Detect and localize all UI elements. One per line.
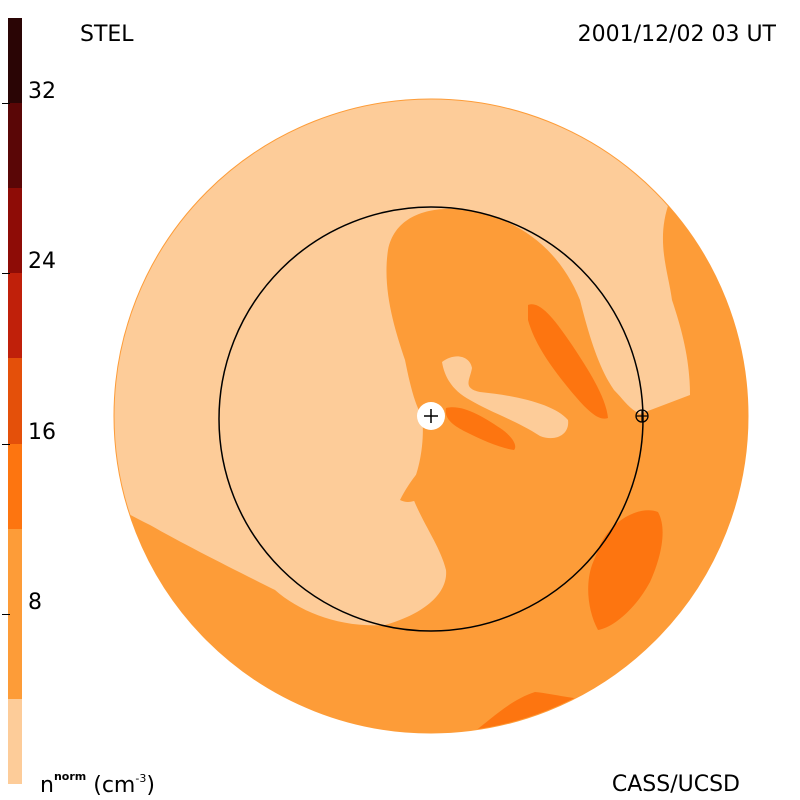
earth-marker xyxy=(635,409,649,423)
colorbar-tick-mark-16 xyxy=(2,443,10,445)
colorbar-level-7 xyxy=(8,18,22,104)
unit-open: (cm xyxy=(93,773,136,798)
colorbar-level-4 xyxy=(8,273,22,359)
colorbar-tick-label-16: 16 xyxy=(28,419,56,445)
unit-close: ) xyxy=(146,773,155,798)
colorbar-tick-label-24: 24 xyxy=(28,249,56,275)
low-density-region xyxy=(114,99,748,626)
unit-exp: -3 xyxy=(135,772,147,785)
colorbar-tick-mark-32 xyxy=(2,103,10,105)
timestamp-label: 2001/12/02 03 UT xyxy=(577,22,776,47)
colorbar-level-2 xyxy=(8,443,22,529)
colorbar-tick-mark-24 xyxy=(2,273,10,275)
colorbar-unit-label: nnorm (cm-3) xyxy=(40,770,155,798)
small-tongue-below-sun xyxy=(400,452,444,502)
enhanced-streak-upper xyxy=(528,304,608,419)
unit-base: n xyxy=(40,773,54,798)
enhanced-blob-lower-right xyxy=(588,510,663,630)
earth-orbit xyxy=(218,206,644,632)
colorbar-level-0 xyxy=(8,698,22,784)
colorbar-tick-label-32: 32 xyxy=(28,79,56,105)
credit-label: CASS/UCSD xyxy=(611,772,740,797)
colorbar-level-3 xyxy=(8,358,22,444)
colorbar-tick-mark-8 xyxy=(2,613,10,615)
colorbar-tick-label-8: 8 xyxy=(28,589,42,615)
disc-outline xyxy=(113,98,749,734)
observatory-label: STEL xyxy=(80,22,134,47)
colorbar-level-5 xyxy=(8,188,22,274)
sun-marker xyxy=(417,402,445,430)
enhanced-streak-sun xyxy=(445,407,516,450)
colorbar-level-6 xyxy=(8,103,22,189)
light-tongue xyxy=(442,356,569,439)
colorbar xyxy=(8,18,22,784)
unit-sup: norm xyxy=(53,770,87,783)
colorbar-level-1 xyxy=(8,528,22,699)
